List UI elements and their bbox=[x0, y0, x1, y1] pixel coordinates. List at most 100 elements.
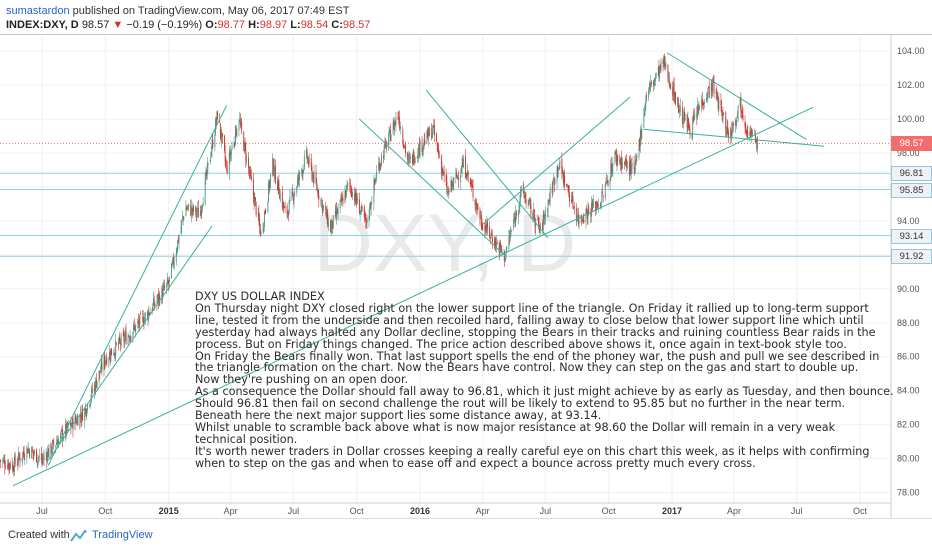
candle-body bbox=[236, 132, 237, 134]
candle-body bbox=[446, 182, 447, 193]
author-link[interactable]: sumastardon bbox=[6, 5, 70, 17]
candle-body bbox=[473, 187, 474, 197]
candle-body bbox=[20, 458, 21, 462]
high-value: 98.97 bbox=[260, 19, 288, 31]
candle-body bbox=[550, 188, 551, 202]
candle-body bbox=[0, 460, 1, 461]
candle-body bbox=[303, 170, 304, 171]
candle-body bbox=[261, 231, 262, 234]
candle-body bbox=[316, 171, 317, 183]
candle-body bbox=[727, 126, 728, 130]
candle-body bbox=[100, 372, 101, 373]
candle-body bbox=[485, 225, 486, 230]
candle-body bbox=[680, 106, 681, 112]
candle-body bbox=[106, 358, 107, 365]
candle-body bbox=[4, 459, 5, 460]
candle-body bbox=[508, 237, 509, 249]
candle-body bbox=[415, 158, 416, 163]
candle-body bbox=[519, 205, 520, 212]
notes-line: It's worth newer traders in Dollar cross… bbox=[195, 446, 885, 458]
candle-body bbox=[528, 201, 529, 204]
candle-body bbox=[220, 123, 221, 134]
time-tick-label: Oct bbox=[602, 506, 617, 516]
candle-body bbox=[448, 191, 449, 193]
candle-body bbox=[547, 212, 548, 213]
candle-body bbox=[28, 450, 29, 451]
candle-body bbox=[263, 229, 264, 231]
candle-body bbox=[497, 242, 498, 244]
candle-body bbox=[360, 212, 361, 214]
candle-body bbox=[707, 88, 708, 97]
candle-body bbox=[398, 117, 399, 118]
candle-body bbox=[108, 359, 109, 363]
price-tick-label: 78.00 bbox=[897, 488, 920, 498]
candle-body bbox=[554, 178, 555, 186]
candle-body bbox=[731, 134, 732, 136]
candle-body bbox=[356, 191, 357, 201]
down-arrow-icon: ▼ bbox=[112, 19, 123, 31]
time-tick-label: Apr bbox=[727, 506, 741, 516]
candle-body bbox=[675, 92, 676, 104]
candle-body bbox=[39, 456, 40, 457]
candle-body bbox=[723, 113, 724, 114]
candle-body bbox=[655, 77, 656, 80]
candle-body bbox=[38, 457, 39, 458]
candle-body bbox=[328, 221, 329, 227]
candle-body bbox=[273, 159, 274, 174]
candle-body bbox=[142, 315, 143, 316]
tradingview-logo-icon bbox=[70, 530, 88, 542]
candle-body bbox=[434, 125, 435, 134]
time-tick-label: Oct bbox=[98, 506, 113, 516]
candle-body bbox=[404, 147, 405, 148]
candle-body bbox=[399, 117, 400, 127]
candle-body bbox=[296, 187, 297, 193]
price-tick-label: 84.00 bbox=[897, 386, 920, 396]
candle-body bbox=[567, 184, 568, 185]
candle-body bbox=[539, 229, 540, 230]
candle-body bbox=[717, 95, 718, 99]
candle-body bbox=[651, 81, 652, 83]
candle-body bbox=[214, 135, 215, 147]
candle-body bbox=[113, 354, 114, 355]
candle-body bbox=[294, 191, 295, 194]
candle-body bbox=[53, 441, 54, 445]
candle-body bbox=[183, 217, 184, 218]
candle-body bbox=[738, 106, 739, 115]
candle-body bbox=[179, 236, 180, 241]
candle-body bbox=[489, 227, 490, 237]
candle-body bbox=[386, 142, 387, 150]
candle-body bbox=[225, 152, 226, 161]
candle-body bbox=[42, 458, 43, 459]
candle-body bbox=[506, 247, 507, 249]
candle-body bbox=[720, 101, 721, 106]
tradingview-brand-link[interactable]: TradingView bbox=[92, 529, 153, 541]
candle-body bbox=[460, 175, 461, 183]
candle-body bbox=[678, 98, 679, 108]
candle-body bbox=[357, 197, 358, 203]
level-price-box: 96.81 bbox=[891, 166, 932, 181]
candle-body bbox=[463, 158, 464, 168]
candle-body bbox=[617, 156, 618, 161]
candle-body bbox=[232, 146, 233, 150]
candle-body bbox=[24, 459, 25, 460]
candle-body bbox=[31, 447, 32, 458]
symbol-label: INDEX:DXY, D bbox=[6, 19, 79, 31]
candle-body bbox=[601, 192, 602, 202]
candle-body bbox=[669, 79, 670, 86]
candle-body bbox=[212, 139, 213, 147]
candle-body bbox=[491, 234, 492, 237]
candle-body bbox=[479, 211, 480, 219]
candle-body bbox=[84, 409, 85, 421]
candle-body bbox=[139, 315, 140, 327]
candle-body bbox=[303, 169, 304, 175]
candle-body bbox=[424, 140, 425, 144]
candle-body bbox=[526, 199, 527, 204]
price-tick-label: 80.00 bbox=[897, 454, 920, 464]
candle-body bbox=[210, 158, 211, 160]
candle-body bbox=[236, 127, 237, 136]
candle-body bbox=[709, 86, 710, 97]
candle-body bbox=[133, 324, 134, 331]
candle-body bbox=[433, 125, 434, 133]
candle-body bbox=[747, 132, 748, 136]
candle-body bbox=[275, 166, 276, 183]
